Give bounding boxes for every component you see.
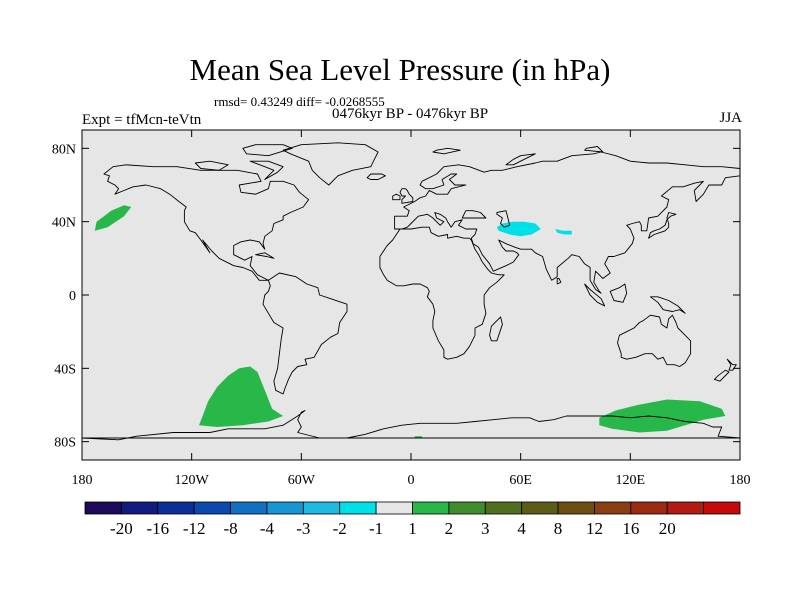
colorbar-label: -8 [223,519,237,538]
colorbar-swatch [339,501,377,515]
coastline-antarctica [81,410,741,441]
coastline-south-america [262,272,348,395]
colorbar-label: -1 [369,519,383,538]
colorbar-swatch [630,501,668,515]
coastline-novaya-zemlya [505,153,536,166]
x-tick-label: 120W [175,473,210,488]
map-title: Mean Sea Level Pressure (in hPa) [189,52,611,87]
colorbar-label: -16 [146,519,169,538]
coastline-caspian-sea [496,210,511,228]
map-panel: 180 120W 60W 0 60E 120E 180 80N 40N 0 40S 80S [52,129,751,488]
x-tick-label: 60E [509,473,532,488]
coastline-africa [379,226,505,360]
season-label: JJA [719,110,742,126]
anomaly-region-southern-indian-ocean-positive [599,399,726,433]
coastline-great-britain [399,188,414,204]
colorbar-swatch [266,501,304,515]
y-tick-label: 80S [54,436,76,451]
colorbar-label: -20 [110,519,133,538]
coastline-sumatra [584,283,606,307]
colorbar-swatch [120,501,159,515]
colorbar-label: 1 [408,519,417,538]
x-tick-label: 0 [408,473,415,488]
coastline-new-zealand-south [713,369,730,382]
x-tick-label: 180 [730,473,751,488]
colorbar-label: 8 [554,519,563,538]
colorbar-label: 20 [659,519,676,538]
anomaly-layer [94,205,726,438]
colorbar-swatch [703,501,741,515]
coastline-australia [617,314,692,367]
colorbar-swatch [484,501,523,515]
period-label: 0476kyr BP - 0476kyr BP [331,106,489,122]
colorbar-label: 16 [622,519,639,538]
colorbar-swatch [302,501,341,515]
colorbar-label: 12 [586,519,603,538]
coastline-victoria-island [194,160,229,171]
coastline-new-zealand-north [726,358,737,371]
colorbar-swatch [84,501,122,515]
y-tick-label: 80N [52,142,76,157]
colorbar-swatch [448,501,486,515]
x-tick-label: 60W [288,473,316,488]
colorbar-label: 2 [445,519,454,538]
coastline-cuba [255,252,275,259]
axis-ticks: 180 120W 60W 0 60E 120E 180 80N 40N 0 40S 80S [52,130,751,488]
colorbar-label: -4 [260,519,275,538]
experiment-label: Expt = tfMcn-teVtn [82,112,202,128]
y-tick-label: 40S [54,362,76,377]
coastline-new-guinea [649,296,686,314]
colorbar: -20 -16 -12 -8 -4 -3 -2 -1 1 2 3 4 8 12 16 20 [84,501,741,538]
anomaly-region-north-pacific-positive [94,205,132,231]
x-tick-label: 180 [72,473,93,488]
colorbar-swatch [666,501,705,515]
coastline-eurasia [394,151,741,294]
colorbar-swatch [230,501,268,515]
colorbar-swatch [594,501,632,515]
coastline-severnaya-zemlya [584,146,604,153]
coastline-japan [648,212,677,239]
colorbar-label: 3 [481,519,490,538]
coastline-ireland [392,193,401,201]
colorbar-swatch [375,501,413,515]
anomaly-region-tibet-negative [555,229,572,235]
colorbar-label: -12 [183,519,206,538]
stats-text: rmsd= 0.43249 diff= -0.0268555 [214,94,385,109]
anomaly-region-south-pacific-positive [199,366,284,427]
coastline-madagascar [489,316,503,342]
x-tick-label: 120E [616,473,646,488]
coastline-greenland [282,142,379,186]
colorbar-swatch [412,501,450,515]
colorbar-label: -3 [296,519,310,538]
y-tick-label: 0 [69,289,76,304]
coastline-iceland [366,173,386,180]
colorbar-swatch [157,501,195,515]
colorbar-label: -2 [333,519,347,538]
coastline-north-america [103,164,310,281]
coastline-borneo [609,283,628,303]
coastline-svalbard [432,147,461,155]
colorbar-swatch [521,501,559,515]
coastline-baffin-island [249,160,284,180]
map-background [82,130,740,460]
colorbar-swatch [557,501,595,515]
anomaly-region-central-asia-negative [496,221,541,237]
coastline-layer [81,142,741,441]
coastline-ellesmere-island [242,144,293,157]
colorbar-label: 4 [517,519,526,538]
colorbar-swatch [193,501,231,515]
coastline-black-sea [461,210,487,219]
y-tick-label: 40N [52,216,76,231]
coastline-sri-lanka [556,278,562,285]
